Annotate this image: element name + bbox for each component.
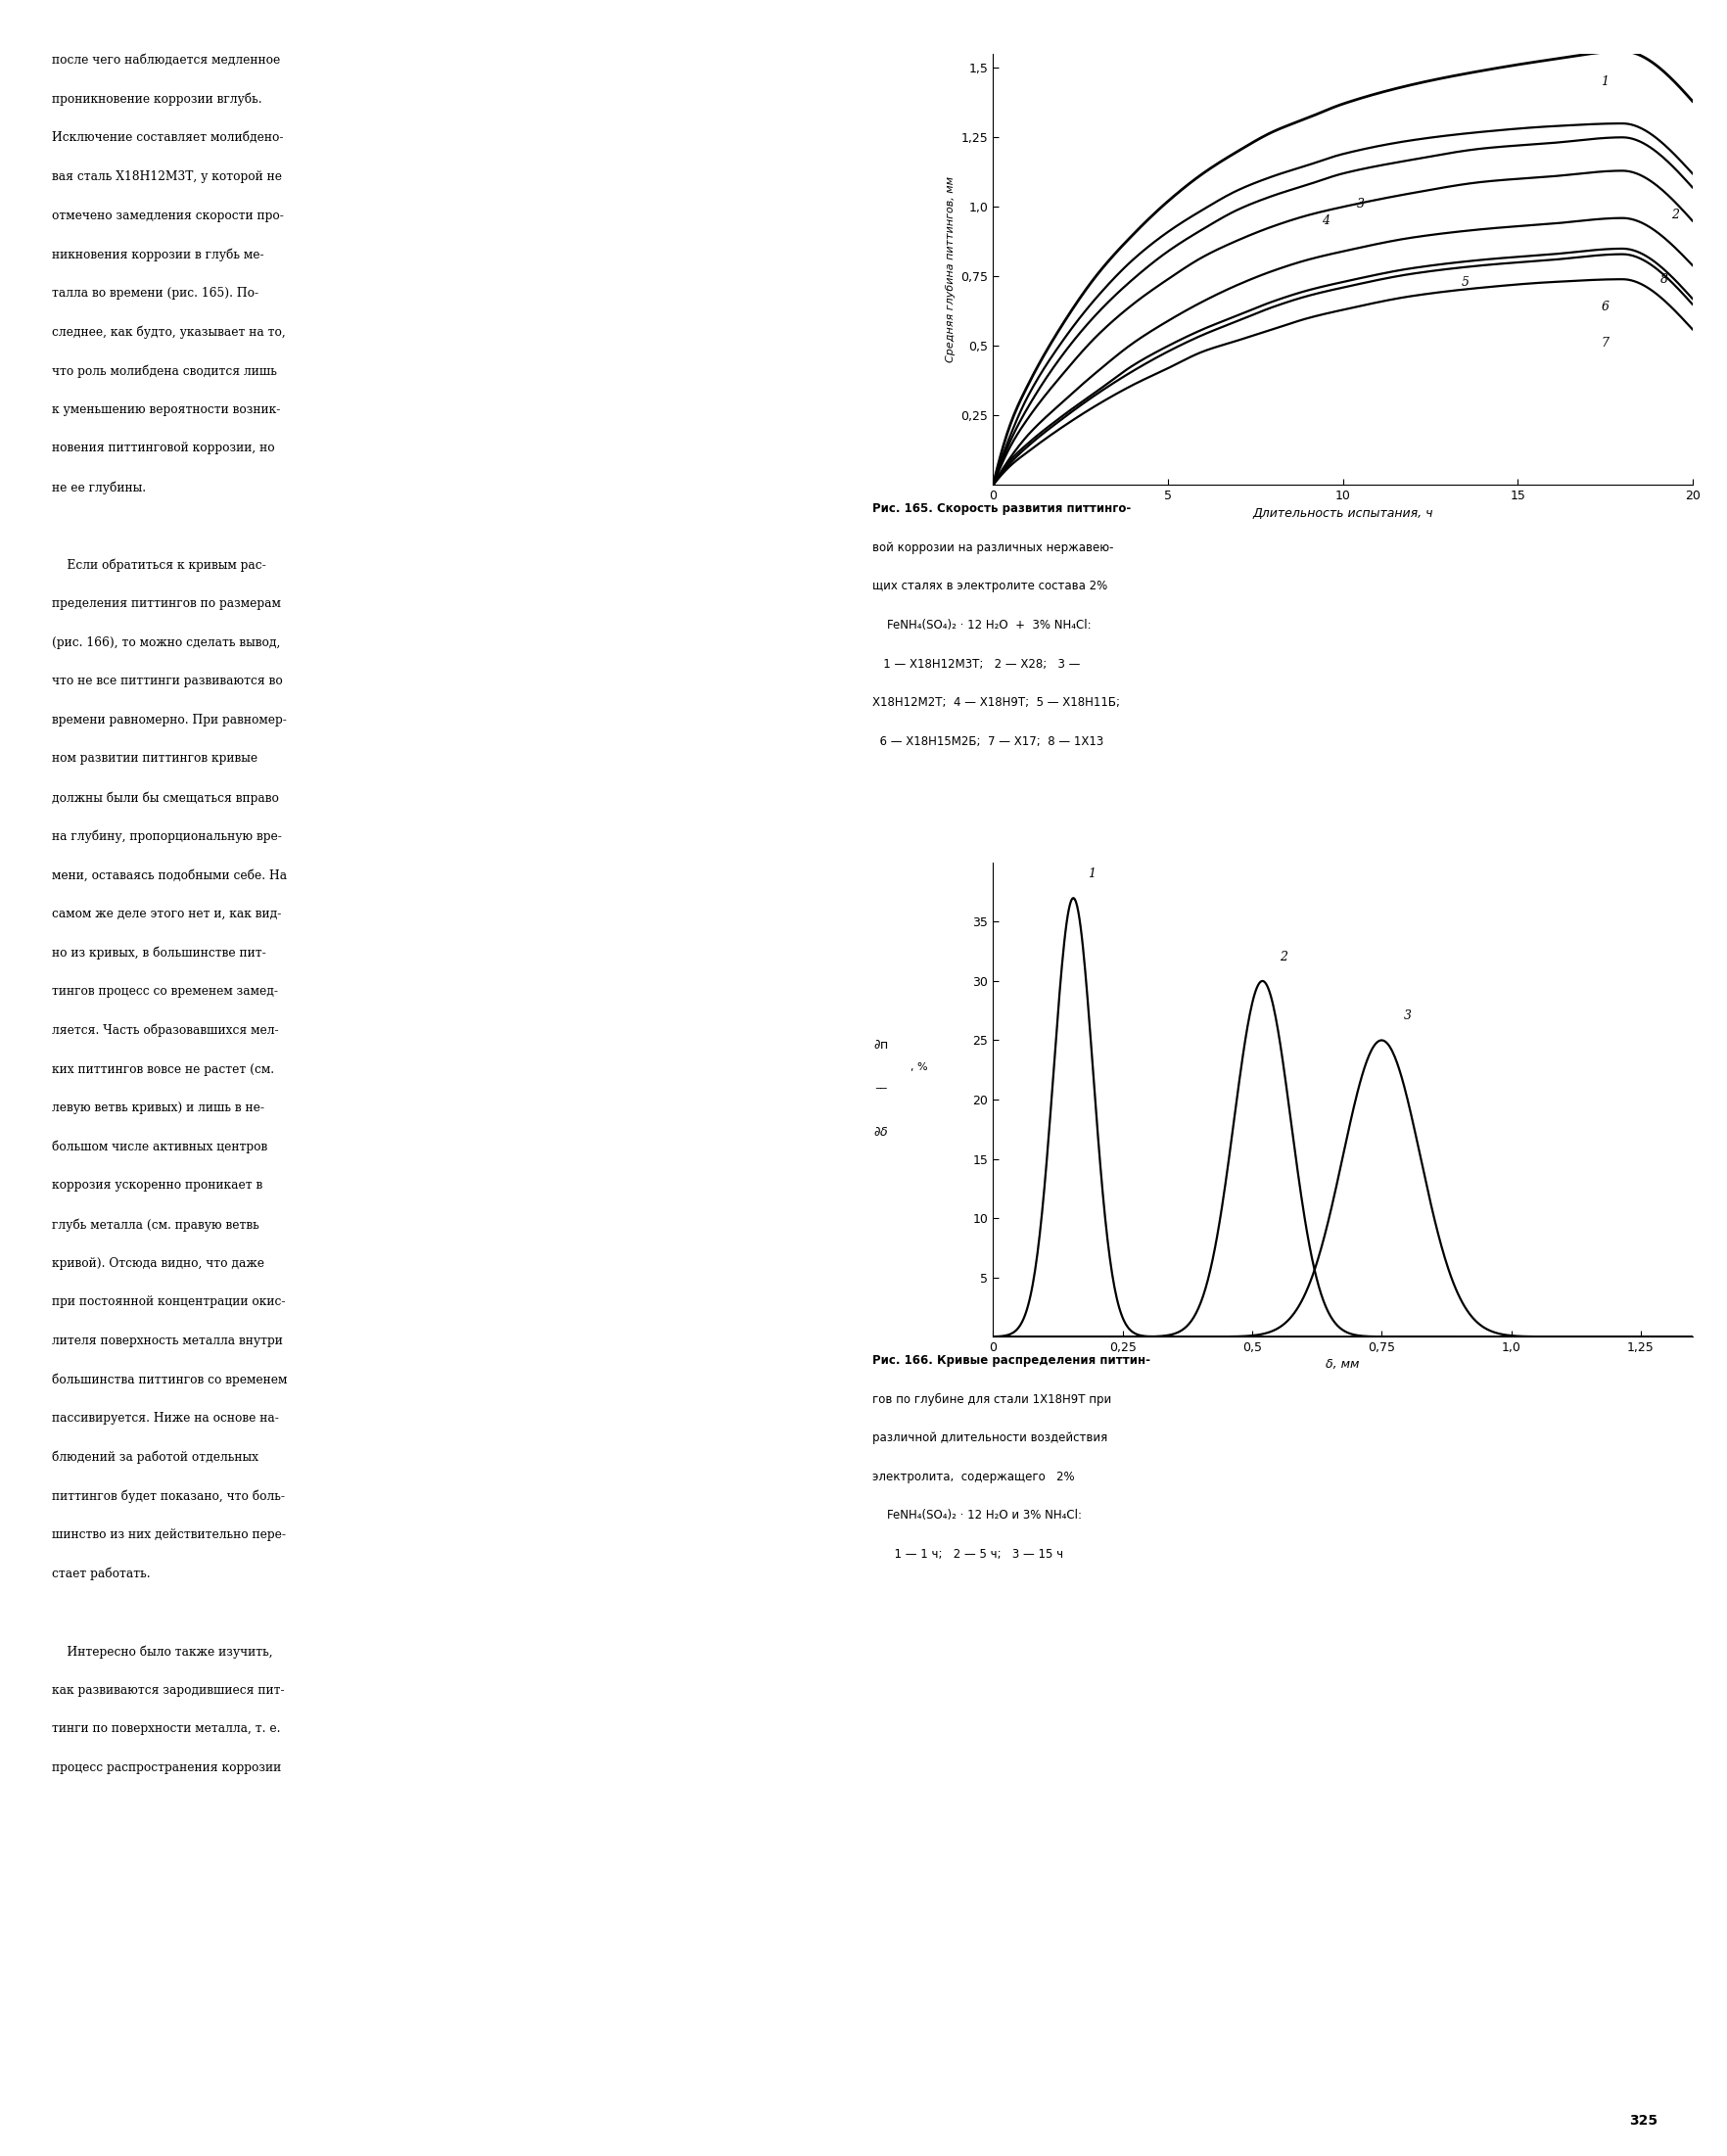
Text: 8: 8: [1661, 274, 1668, 285]
Text: после чего наблюдается медленное: после чего наблюдается медленное: [52, 54, 280, 67]
Text: самом же деле этого нет и, как вид-: самом же деле этого нет и, как вид-: [52, 908, 282, 921]
Text: при постоянной концентрации окис-: при постоянной концентрации окис-: [52, 1296, 285, 1309]
Text: блюдений за работой отдельных: блюдений за работой отдельных: [52, 1451, 259, 1464]
Text: 2: 2: [1280, 951, 1287, 964]
Text: ──: ──: [876, 1084, 886, 1093]
Text: большом числе активных центров: большом числе активных центров: [52, 1141, 268, 1153]
Text: 3: 3: [1356, 198, 1364, 211]
Text: лителя поверхность металла внутри: лителя поверхность металла внутри: [52, 1335, 283, 1348]
Text: ких питтингов вовсе не растет (см.: ких питтингов вовсе не растет (см.: [52, 1063, 275, 1076]
Text: $\partial$п: $\partial$п: [874, 1039, 888, 1052]
Text: 6 — Х18Н15М2Б;  7 — Х17;  8 — 1Х13: 6 — Х18Н15М2Б; 7 — Х17; 8 — 1Х13: [872, 735, 1104, 748]
Text: (рис. 166), то можно сделать вывод,: (рис. 166), то можно сделать вывод,: [52, 636, 280, 649]
Text: талла во времени (рис. 165). По-: талла во времени (рис. 165). По-: [52, 287, 259, 300]
Text: не ее глубины.: не ее глубины.: [52, 481, 145, 494]
Text: тинги по поверхности металла, т. е.: тинги по поверхности металла, т. е.: [52, 1723, 280, 1736]
Text: на глубину, пропорциональную вре-: на глубину, пропорциональную вре-: [52, 830, 282, 843]
Text: вая сталь Х18Н12М3Т, у которой не: вая сталь Х18Н12М3Т, у которой не: [52, 170, 282, 183]
Text: новения питтинговой коррозии, но: новения питтинговой коррозии, но: [52, 442, 275, 455]
Text: левую ветвь кривых) и лишь в не-: левую ветвь кривых) и лишь в не-: [52, 1102, 264, 1115]
Text: к уменьшению вероятности возник-: к уменьшению вероятности возник-: [52, 403, 280, 416]
Text: 1: 1: [1088, 867, 1095, 880]
Text: большинства питтингов со временем: большинства питтингов со временем: [52, 1373, 287, 1386]
Text: 1 — Х18Н12М3Т;   2 — Х28;   3 —: 1 — Х18Н12М3Т; 2 — Х28; 3 —: [872, 658, 1079, 671]
Text: ном развитии питтингов кривые: ном развитии питтингов кривые: [52, 752, 257, 765]
Text: шинство из них действительно пере-: шинство из них действительно пере-: [52, 1529, 285, 1542]
Text: никновения коррозии в глубь ме-: никновения коррозии в глубь ме-: [52, 248, 264, 261]
Text: 1 — 1 ч;   2 — 5 ч;   3 — 15 ч: 1 — 1 ч; 2 — 5 ч; 3 — 15 ч: [872, 1548, 1064, 1561]
Text: должны были бы смещаться вправо: должны были бы смещаться вправо: [52, 791, 278, 804]
Text: , %: , %: [910, 1063, 927, 1072]
Text: 5: 5: [1461, 276, 1470, 289]
Text: ляется. Часть образовавшихся мел-: ляется. Часть образовавшихся мел-: [52, 1024, 278, 1037]
Text: Рис. 165. Скорость развития питтинго-: Рис. 165. Скорость развития питтинго-: [872, 502, 1131, 515]
Y-axis label: Средняя глубина питтингов, мм: Средняя глубина питтингов, мм: [946, 177, 955, 362]
Text: процесс распространения коррозии: процесс распространения коррозии: [52, 1761, 282, 1774]
Text: различной длительности воздействия: различной длительности воздействия: [872, 1432, 1107, 1445]
Text: электролита,  содержащего   2%: электролита, содержащего 2%: [872, 1470, 1074, 1483]
Text: $\partial\delta$: $\partial\delta$: [874, 1125, 888, 1138]
Text: Интересно было также изучить,: Интересно было также изучить,: [52, 1645, 273, 1658]
Text: Х18Н12М2Т;  4 — Х18Н9Т;  5 — Х18Н11Б;: Х18Н12М2Т; 4 — Х18Н9Т; 5 — Х18Н11Б;: [872, 696, 1119, 709]
Text: пассивируется. Ниже на основе на-: пассивируется. Ниже на основе на-: [52, 1412, 278, 1425]
Text: глубь металла (см. правую ветвь: глубь металла (см. правую ветвь: [52, 1218, 259, 1231]
Text: следнее, как будто, указывает на то,: следнее, как будто, указывает на то,: [52, 326, 285, 338]
Text: 1: 1: [1601, 75, 1610, 88]
Text: Если обратиться к кривым рас-: Если обратиться к кривым рас-: [52, 558, 266, 571]
Text: отмечено замедления скорости про-: отмечено замедления скорости про-: [52, 209, 283, 222]
Text: 3: 3: [1404, 1009, 1411, 1022]
Text: но из кривых, в большинстве пит-: но из кривых, в большинстве пит-: [52, 946, 266, 959]
Text: 7: 7: [1601, 336, 1610, 349]
Text: времени равномерно. При равномер-: времени равномерно. При равномер-: [52, 714, 287, 727]
Text: кривой). Отсюда видно, что даже: кривой). Отсюда видно, что даже: [52, 1257, 264, 1270]
Text: Рис. 166. Кривые распределения питтин-: Рис. 166. Кривые распределения питтин-: [872, 1354, 1150, 1367]
Text: пределения питтингов по размерам: пределения питтингов по размерам: [52, 597, 282, 610]
Text: 6: 6: [1601, 300, 1610, 313]
Text: FeNH₄(SO₄)₂ · 12 H₂O и 3% NH₄Cl:: FeNH₄(SO₄)₂ · 12 H₂O и 3% NH₄Cl:: [872, 1509, 1081, 1522]
Text: 4: 4: [1321, 213, 1330, 226]
Text: проникновение коррозии вглубь.: проникновение коррозии вглубь.: [52, 93, 263, 106]
Text: 325: 325: [1629, 2115, 1658, 2128]
Text: FeNH₄(SO₄)₂ · 12 H₂O  +  3% NH₄Cl:: FeNH₄(SO₄)₂ · 12 H₂O + 3% NH₄Cl:: [872, 619, 1091, 632]
X-axis label: Длительность испытания, ч: Длительность испытания, ч: [1252, 507, 1433, 520]
Text: что роль молибдена сводится лишь: что роль молибдена сводится лишь: [52, 364, 276, 377]
Text: коррозия ускоренно проникает в: коррозия ускоренно проникает в: [52, 1179, 263, 1192]
X-axis label: δ, мм: δ, мм: [1326, 1358, 1359, 1371]
Text: тингов процесс со временем замед-: тингов процесс со временем замед-: [52, 985, 278, 998]
Text: что не все питтинги развиваются во: что не все питтинги развиваются во: [52, 675, 283, 688]
Text: мени, оставаясь подобными себе. На: мени, оставаясь подобными себе. На: [52, 869, 287, 882]
Text: гов по глубине для стали 1Х18Н9Т при: гов по глубине для стали 1Х18Н9Т при: [872, 1393, 1110, 1406]
Text: питтингов будет показано, что боль-: питтингов будет показано, что боль-: [52, 1490, 285, 1503]
Text: как развиваются зародившиеся пит-: как развиваются зародившиеся пит-: [52, 1684, 285, 1697]
Text: Исключение составляет молибдено-: Исключение составляет молибдено-: [52, 132, 283, 144]
Text: 2: 2: [1672, 209, 1679, 222]
Text: щих сталях в электролите состава 2%: щих сталях в электролите состава 2%: [872, 580, 1107, 593]
Text: вой коррозии на различных нержавею-: вой коррозии на различных нержавею-: [872, 541, 1114, 554]
Text: стает работать.: стает работать.: [52, 1567, 150, 1580]
